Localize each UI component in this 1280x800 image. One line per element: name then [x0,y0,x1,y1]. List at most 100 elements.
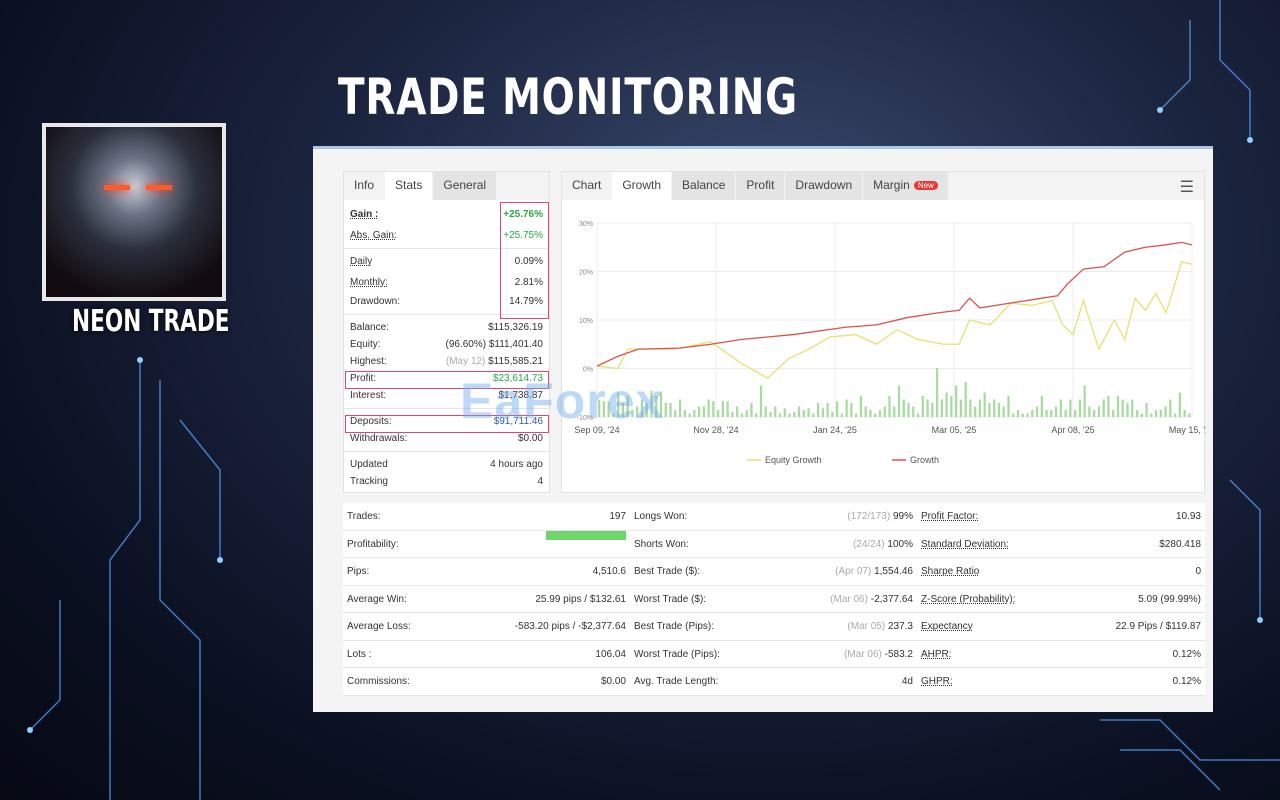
profit-bar [807,408,810,417]
profit-bar [840,413,844,417]
profit-bar [697,406,701,417]
tab-balance[interactable]: Balance [672,172,736,200]
profit-bar [1016,410,1020,417]
tab-stats[interactable]: Stats [385,172,433,200]
row-value: 237.3 [887,621,913,632]
profit-bar [1169,399,1172,417]
table-row: Best Trade (Pips): (Mar 05) 237.3 [630,613,917,641]
row-value: 197 [609,511,626,522]
highlight-gain-box [500,202,549,319]
profit-bar [1121,399,1124,417]
profit-bar [655,396,658,417]
stat-drawdown: Drawdown: 14.79% [350,296,543,307]
profit-bar [1059,399,1062,417]
profit-bar [1040,396,1043,417]
profit-bar [983,392,986,417]
profit-bar [1107,396,1110,417]
profit-bar [864,406,867,417]
profit-bar [774,406,777,417]
logo-text: NEON TRADE [72,304,230,339]
profit-bar [693,410,696,417]
profit-bar [1126,403,1129,417]
tab-general[interactable]: General [433,172,497,200]
table-row: Sharpe Ratio 0 [917,558,1205,586]
profit-bar [874,413,877,417]
tab-growth[interactable]: Growth [612,172,672,200]
profit-bar [959,399,963,417]
table-row: Pips: 4,510.6 [343,558,630,586]
profit-bar [612,413,615,417]
row-note: (Mar 06) [844,648,882,660]
profit-bar [1074,410,1077,417]
profit-bar [1150,413,1153,417]
profit-bar [1026,413,1029,417]
row-label: Worst Trade (Pips): [634,648,720,660]
x-tick-label: Apr 08, '25 [1051,425,1094,435]
stats-column: Profit Factor: 10.93 Standard Deviation: $2… [917,503,1205,696]
stat-highest: Highest: (May 12) $115,585.21 [350,356,543,367]
table-row: Longs Won: (172/173) 99% [630,503,917,531]
row-label: AHPR: [921,648,952,660]
profit-bar [1131,399,1134,417]
profit-bar [1093,410,1096,417]
profit-bar [750,403,753,417]
stat-tracking: Tracking 4 [350,476,543,487]
profit-bar [1069,399,1072,417]
profit-bar [793,411,796,417]
tab-info[interactable]: Info [354,178,375,192]
table-row: AHPR: 0.12% [917,640,1205,668]
row-value: 106.04 [595,648,626,660]
row-label: Standard Deviation: [921,538,1009,550]
profit-bar [736,406,739,417]
robot-logo-image [42,123,226,301]
tab-drawdown[interactable]: Drawdown [785,172,863,200]
profit-bar [978,399,982,417]
tab-margin[interactable]: Margin New [863,172,948,200]
profit-bar [788,413,791,417]
highlight-deposits-box [345,415,549,433]
row-label: Worst Trade ($): [634,593,707,605]
profit-bar [831,411,834,417]
profit-bar [883,406,886,417]
row-note: (Apr 07) [835,566,872,577]
profit-bar [945,392,948,417]
table-row: Standard Deviation: $280.418 [917,530,1205,558]
row-note: (24/24) [852,538,885,550]
row-note: (172/173) [847,511,891,522]
profit-bar [888,396,891,417]
growth-chart: 30% 20% 10% 0% -10% Sep 09, '24 Nov 28, '24 Jan… [574,221,1206,465]
profit-bar [845,399,848,417]
tab-chart[interactable]: Chart [572,178,602,192]
stat-profit: Profit: $23,614.73 [350,373,543,384]
profit-bar [812,413,815,417]
settings-sliders-icon[interactable]: ☰ [1179,179,1194,196]
profit-bar [769,411,772,417]
profit-bar [969,399,972,417]
profit-bar [921,396,924,417]
profit-bar [1097,406,1101,417]
row-label: Average Win: [347,593,407,605]
profit-bar [1183,410,1186,417]
stat-abs-gain: Abs. Gain: +25.75% [350,230,543,241]
profit-bar [935,368,939,417]
tab-profit[interactable]: Profit [736,172,785,200]
page-title: TRADE MONITORING [338,68,798,126]
profit-bar [1164,406,1167,417]
row-value: -583.2 [884,648,913,660]
profit-bar [926,399,929,417]
legend-label: Equity Growth [765,455,822,465]
profit-bar [1012,413,1015,417]
profit-bar [1064,410,1067,417]
monitoring-panel: Info Stats General Gain : +25.76% Abs. Ga… [313,146,1213,712]
y-tick-label: 10% [579,318,593,325]
profit-bar [712,401,715,417]
table-row: Shorts Won: (24/24) 100% [630,530,917,558]
profit-bar [664,403,667,417]
row-label: Avg. Trade Length: [634,676,719,687]
table-row: Profitability: [343,530,630,558]
profit-bar [678,399,682,417]
profit-bar [1188,413,1191,417]
table-row: Avg. Trade Length: 4d [630,668,917,696]
stats-column: Longs Won: (172/173) 99% Shorts Won: (24/24… [630,503,917,696]
y-tick-label: 30% [579,221,593,228]
